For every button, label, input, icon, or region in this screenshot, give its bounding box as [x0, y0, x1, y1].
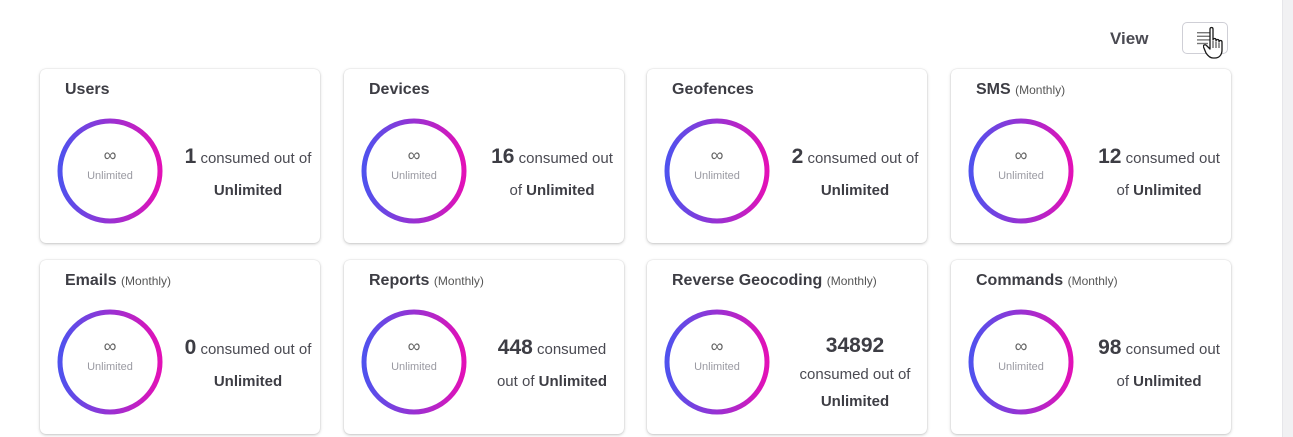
usage-ring: ∞ Unlimited [663, 308, 771, 416]
ring-label: Unlimited [391, 170, 437, 182]
card-title: Devices [369, 81, 430, 98]
infinity-icon: ∞ [1014, 145, 1028, 165]
list-view-icon [1196, 31, 1214, 45]
usage-ring: ∞ Unlimited [967, 117, 1075, 225]
usage-card-devices: Devices ∞ Unlimited 16 consumed out of U… [344, 69, 624, 243]
usage-ring: ∞ Unlimited [56, 117, 164, 225]
infinity-icon: ∞ [103, 145, 117, 165]
usage-text: 34892 consumed out of Unlimited [799, 334, 911, 410]
usage-text: 0 consumed out of Unlimited [184, 336, 312, 390]
infinity-icon: ∞ [710, 336, 724, 356]
infinity-icon: ∞ [103, 336, 117, 356]
ring-label: Unlimited [694, 361, 740, 373]
infinity-icon: ∞ [407, 145, 421, 165]
scrollbar-track[interactable] [1282, 0, 1293, 437]
usage-text: 448 consumed out of Unlimited [496, 336, 608, 390]
card-title: Geofences [672, 81, 754, 98]
view-label: View [1110, 29, 1149, 48]
hand-pointer-icon [1202, 26, 1233, 65]
infinity-icon: ∞ [1014, 336, 1028, 356]
usage-ring: ∞ Unlimited [56, 308, 164, 416]
usage-text: 1 consumed out of Unlimited [184, 145, 312, 199]
usage-ring: ∞ Unlimited [967, 308, 1075, 416]
card-title: Users [65, 81, 110, 98]
infinity-icon: ∞ [407, 336, 421, 356]
card-title: Commands (Monthly) [976, 272, 1118, 289]
usage-card-geofences: Geofences ∞ Unlimited 2 consumed out of … [647, 69, 927, 243]
usage-text: 98 consumed out of Unlimited [1098, 336, 1220, 390]
usage-text: 2 consumed out of Unlimited [791, 145, 919, 199]
usage-card-reverse-geocoding: Reverse Geocoding (Monthly) ∞ Unlimited … [647, 260, 927, 434]
card-title: SMS (Monthly) [976, 81, 1066, 98]
usage-card-sms: SMS (Monthly) ∞ Unlimited 12 consumed ou… [951, 69, 1231, 243]
usage-ring: ∞ Unlimited [663, 117, 771, 225]
usage-card-users: Users ∞ Unlimited 1 consumed out of Unli… [40, 69, 320, 243]
ring-label: Unlimited [998, 170, 1044, 182]
ring-label: Unlimited [87, 361, 133, 373]
card-title: Emails (Monthly) [65, 272, 172, 289]
usage-text: 12 consumed out of Unlimited [1098, 145, 1220, 199]
card-title: Reports (Monthly) [369, 272, 484, 289]
usage-ring: ∞ Unlimited [360, 308, 468, 416]
infinity-icon: ∞ [710, 145, 724, 165]
ring-label: Unlimited [87, 170, 133, 182]
usage-ring: ∞ Unlimited [360, 117, 468, 225]
usage-card-commands: Commands (Monthly) ∞ Unlimited 98 consum… [951, 260, 1231, 434]
ring-label: Unlimited [998, 361, 1044, 373]
usage-card-reports: Reports (Monthly) ∞ Unlimited 448 consum… [344, 260, 624, 434]
usage-card-emails: Emails (Monthly) ∞ Unlimited 0 consumed … [40, 260, 320, 434]
card-title: Reverse Geocoding (Monthly) [672, 272, 877, 289]
ring-label: Unlimited [694, 170, 740, 182]
usage-text: 16 consumed out of Unlimited [491, 145, 613, 199]
ring-label: Unlimited [391, 361, 437, 373]
